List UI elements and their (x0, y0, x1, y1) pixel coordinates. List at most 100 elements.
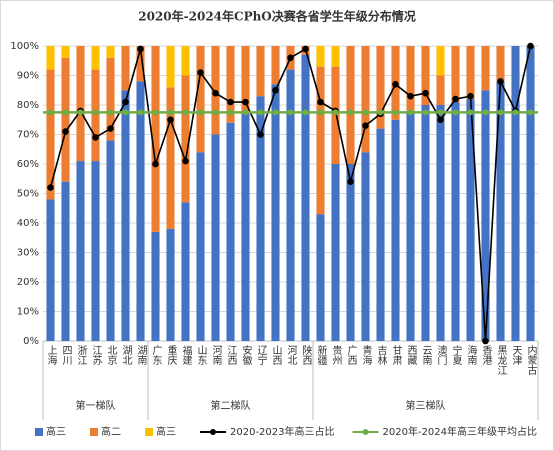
x-tick-label: 澳门 (435, 344, 447, 366)
line-marker (347, 178, 354, 185)
y-tick-label: 20% (17, 277, 39, 288)
line-marker (482, 337, 489, 345)
legend-label: 高三 (46, 425, 66, 438)
bar-segment (346, 46, 355, 164)
legend-swatch (145, 428, 153, 436)
legend-swatch (362, 429, 369, 435)
x-tick-label: 贵州 (330, 344, 342, 365)
average-marker (107, 109, 114, 116)
bar-segment (421, 46, 430, 105)
x-tick-label: 海南 (465, 344, 477, 365)
line-marker (122, 98, 129, 106)
x-tick-label: 新疆 (315, 344, 327, 366)
line-marker (152, 160, 159, 168)
bar-segment (406, 46, 415, 111)
line-marker (437, 116, 444, 124)
bar-segment (46, 199, 55, 341)
group-label: 第一梯队 (76, 399, 116, 412)
x-tick-label: 四川 (60, 345, 72, 365)
x-tick-label: 河南 (210, 345, 222, 365)
bar-segment (481, 90, 490, 341)
line-marker (407, 92, 414, 100)
bar-segment (271, 46, 280, 85)
average-marker (62, 109, 69, 116)
bar-segment (121, 46, 130, 91)
line-marker (257, 131, 264, 138)
bar-segment (391, 119, 400, 341)
bar-segment (316, 66, 325, 215)
bar-segment (46, 46, 55, 70)
average-marker (47, 109, 54, 116)
bar-segment (331, 46, 340, 67)
group-label: 第二梯队 (211, 399, 251, 412)
line-marker (272, 86, 279, 94)
average-marker (392, 109, 399, 116)
bar-segment (421, 105, 430, 341)
x-tick-label: 辽宁 (255, 345, 267, 365)
bar-segment (271, 84, 280, 341)
line-marker (422, 89, 429, 97)
x-tick-label: 上海 (45, 345, 57, 366)
bar-segment (466, 99, 475, 341)
x-tick-label: 山西 (270, 345, 282, 365)
y-tick-label: 70% (17, 130, 39, 141)
line-marker (302, 45, 309, 53)
bar-segment (256, 46, 265, 97)
x-tick-label: 广东 (150, 345, 162, 365)
average-marker (467, 109, 474, 116)
average-marker (317, 109, 324, 116)
bar-segment (166, 87, 175, 229)
x-tick-label: 陕西 (300, 344, 312, 365)
average-marker (407, 109, 414, 116)
bar-segment (286, 69, 295, 341)
line-marker (182, 157, 189, 165)
x-tick-label: 安徽 (240, 344, 252, 366)
bar-segment (226, 122, 235, 341)
bar-segment (436, 46, 445, 76)
bar-segment (496, 46, 505, 82)
legend-label: 2020-2023年高三占比 (230, 425, 335, 438)
average-marker (197, 109, 204, 116)
x-tick-label: 西藏 (405, 345, 417, 366)
y-tick-label: 10% (17, 307, 39, 318)
legend-swatch (35, 428, 43, 436)
bar-segment (451, 46, 460, 103)
average-marker (452, 109, 459, 116)
y-tick-label: 60% (17, 159, 39, 170)
x-tick-label: 湖北 (120, 345, 132, 365)
y-tick-label: 0% (23, 336, 39, 347)
average-marker (512, 109, 519, 116)
line-marker (527, 42, 534, 50)
line-marker (92, 134, 99, 141)
bar-segment (151, 231, 160, 341)
line-marker (62, 128, 69, 135)
legend-label: 高三 (156, 425, 176, 438)
bar-segment (526, 46, 535, 341)
line-marker (227, 98, 234, 106)
bar-segment (436, 75, 445, 105)
bar-segment (436, 105, 445, 341)
average-marker (287, 109, 294, 116)
line-marker (107, 125, 114, 132)
bar-segment (121, 90, 130, 341)
bar-segment (481, 46, 490, 91)
y-tick-label: 30% (17, 248, 39, 259)
bar-segment (196, 46, 205, 153)
bar-segment (361, 46, 370, 153)
line-marker (317, 98, 324, 106)
bar-segment (106, 46, 115, 58)
average-marker (527, 109, 534, 116)
bar-segment (406, 110, 415, 342)
line-marker (392, 81, 399, 88)
average-marker (497, 109, 504, 116)
line-marker (497, 78, 504, 85)
x-tick-label: 山东 (195, 345, 207, 365)
average-marker (167, 109, 174, 116)
line-marker (242, 98, 249, 106)
x-tick-label: 江苏 (90, 345, 102, 366)
bar-segment (61, 57, 70, 182)
y-tick-label: 50% (17, 189, 39, 200)
bar-segment (316, 46, 325, 67)
bar-segment (496, 81, 505, 342)
